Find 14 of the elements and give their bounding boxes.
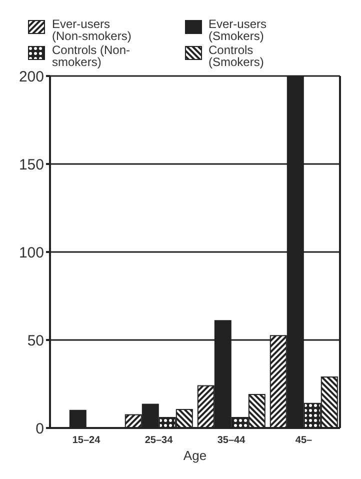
y-tick-label: 100 (18, 244, 44, 262)
legend-label: Controls (Smokers) (208, 43, 265, 69)
legend-label: Ever-users (Smokers) (208, 17, 268, 43)
x-tick-label: 15–24 (72, 435, 101, 446)
y-tick-label: 200 (18, 68, 44, 86)
legend-label: Controls (Non-smokers) (52, 43, 132, 69)
x-tick-label: 35–44 (217, 435, 246, 446)
x-tick-label: 45– (295, 435, 313, 446)
legend-label: Ever-users (Non-smokers) (52, 17, 132, 43)
x-axis-title: Age (183, 448, 207, 463)
x-tick-label: 25–34 (144, 435, 174, 446)
y-tick-label: 150 (18, 156, 44, 174)
y-tick-label: 0 (36, 420, 44, 438)
y-tick-label: 50 (27, 332, 44, 350)
